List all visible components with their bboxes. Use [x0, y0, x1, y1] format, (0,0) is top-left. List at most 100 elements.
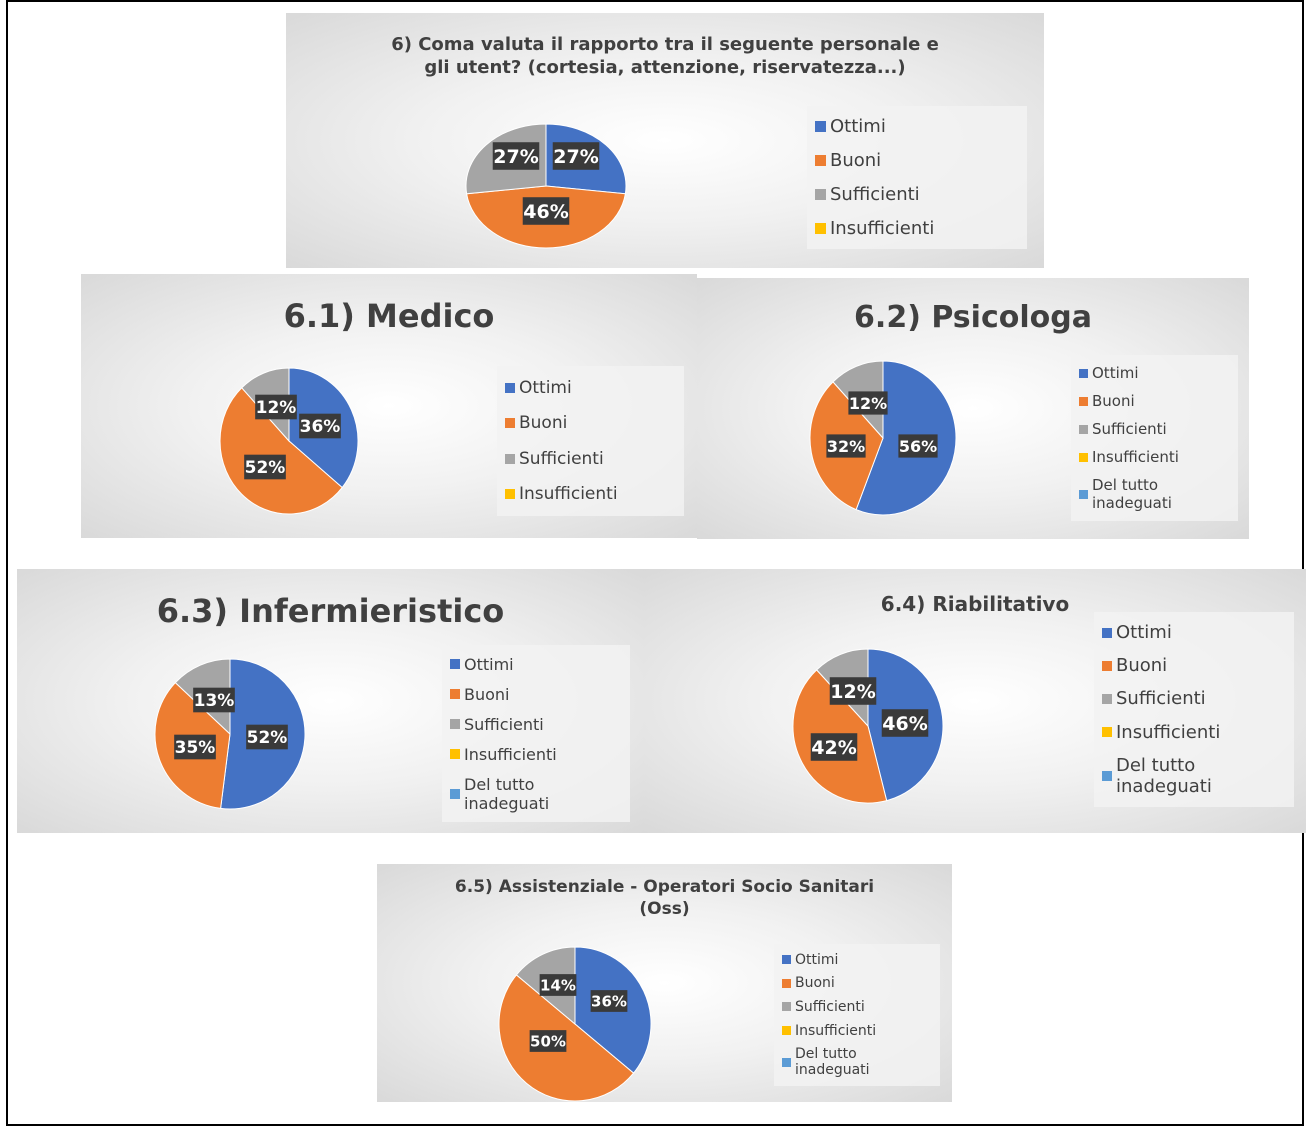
data-label-text: 27%: [553, 146, 598, 168]
chart-panel-2: 6.1) Medico 36% 52% 12% Ottimi Buoni Sufficien…: [81, 274, 697, 538]
chart-panel-4: 6.3) Infermieristico 52% 35% 13% Ottimi Buoni…: [17, 569, 644, 833]
data-label-text: 52%: [245, 458, 286, 478]
legend-label: Sufficienti: [1116, 688, 1206, 710]
chart-panel-1: 6) Coma valuta il rapporto tra il seguen…: [286, 13, 1044, 268]
legend-swatch: [815, 121, 826, 133]
legend-label: Ottimi: [1116, 622, 1172, 644]
data-label-text: 50%: [530, 1032, 566, 1050]
legend-label: Ottimi: [464, 654, 514, 674]
legend-item-buoni: Buoni: [782, 975, 932, 991]
legend-swatch: [1079, 368, 1088, 378]
data-label-box: [193, 687, 235, 713]
chart-legend: Ottimi Buoni Sufficienti Insufficienti Del t…: [1071, 355, 1238, 521]
legend-label: Ottimi: [795, 951, 839, 968]
data-label-box: [246, 724, 288, 750]
legend-item-buoni: Buoni: [1102, 655, 1286, 676]
chart-title: 6) Coma valuta il rapporto tra il seguen…: [391, 34, 939, 79]
legend-swatch: [1102, 693, 1112, 704]
data-label-box: [898, 434, 938, 458]
data-label-sufficienti: 14%: [539, 974, 577, 996]
data-label-ottimi: 52%: [246, 724, 288, 750]
data-label-box: [244, 454, 286, 480]
legend-item-sufficienti: Sufficienti: [782, 999, 932, 1015]
chart-legend: Ottimi Buoni Sufficienti Insufficienti Del t…: [1094, 612, 1294, 807]
data-label-buoni: 42%: [810, 733, 858, 761]
legend-label: Sufficienti: [1092, 420, 1167, 438]
data-label-ottimi: 56%: [898, 434, 938, 458]
legend-label: Sufficienti: [795, 998, 865, 1015]
legend-swatch: [815, 155, 826, 167]
legend-swatch: [505, 418, 515, 429]
pie-chart: 36% 52% 12%: [219, 367, 359, 515]
legend-swatch: [450, 719, 460, 729]
chart-panel-3: 6.2) Psicologa 56% 32% 12% Ottimi Buoni Suffic…: [697, 278, 1249, 539]
data-label-box: [590, 990, 628, 1012]
legend-label: Del tutto inadeguati: [1116, 754, 1212, 797]
legend-label: Buoni: [1116, 655, 1168, 677]
legend-item-sufficienti: Sufficienti: [815, 184, 1019, 205]
data-label-ottimi: 36%: [590, 990, 628, 1012]
data-label-ottimi: 27%: [552, 142, 600, 170]
legend-swatch: [450, 659, 460, 669]
legend-label: Ottimi: [1092, 364, 1139, 382]
legend-item-buoni: Buoni: [815, 150, 1019, 171]
legend-swatch: [782, 1026, 791, 1036]
data-label-text: 46%: [882, 713, 927, 735]
data-label-sufficienti: 27%: [492, 142, 540, 170]
legend-swatch: [1102, 660, 1112, 671]
data-label-sufficienti: 13%: [193, 687, 235, 713]
data-label-text: 13%: [194, 691, 235, 711]
legend-swatch: [505, 382, 515, 393]
legend-swatch: [505, 489, 515, 500]
data-label-text: 52%: [247, 728, 288, 748]
pie-chart: 56% 32% 12%: [809, 360, 957, 516]
chart-legend: Ottimi Buoni Sufficienti Insufficienti Del t…: [442, 645, 630, 822]
legend-swatch: [782, 1057, 791, 1067]
legend-label: Buoni: [519, 413, 568, 434]
data-label-box: [829, 677, 877, 705]
data-label-text: 35%: [175, 738, 216, 758]
data-label-box: [174, 734, 216, 760]
chart-title: 6.1) Medico: [283, 297, 495, 335]
legend-item-del-tutto-inadeguati: Del tutto inadeguati: [1079, 476, 1230, 512]
legend-item-insufficienti: Insufficienti: [815, 218, 1019, 239]
chart-legend: Ottimi Buoni Sufficienti Insufficienti: [497, 366, 684, 516]
legend-label: Buoni: [795, 975, 835, 992]
pie-chart: 36% 50% 14%: [498, 946, 652, 1102]
data-label-box: [539, 974, 577, 996]
data-label-buoni: 46%: [522, 197, 570, 225]
data-label-text: 42%: [811, 737, 856, 759]
legend-item-ottimi: Ottimi: [815, 116, 1019, 137]
data-label-buoni: 32%: [826, 434, 866, 458]
page-frame: [6, 0, 1304, 1126]
data-label-box: [881, 709, 929, 737]
data-label-text: 12%: [256, 398, 297, 418]
chart-title: 6.5) Assistenziale - Operatori Socio San…: [454, 877, 875, 920]
legend-swatch: [450, 749, 460, 759]
data-label-box: [492, 142, 540, 170]
legend-label: Del tutto inadeguati: [1092, 476, 1172, 512]
legend-label: Sufficienti: [830, 183, 920, 205]
data-label-ottimi: 36%: [299, 413, 341, 439]
data-label-box: [522, 197, 570, 225]
data-label-text: 12%: [830, 681, 875, 703]
legend-item-insufficienti: Insufficienti: [505, 484, 676, 504]
legend-item-ottimi: Ottimi: [1102, 622, 1286, 643]
legend-item-sufficienti: Sufficienti: [1102, 688, 1286, 709]
legend-swatch: [815, 222, 826, 234]
legend-item-del-tutto-inadeguati: Del tutto inadeguati: [782, 1046, 932, 1078]
data-label-box: [848, 391, 888, 415]
chart-legend: Ottimi Buoni Sufficienti Insufficienti Del t…: [774, 944, 940, 1086]
data-label-text: 56%: [899, 437, 937, 456]
chart-title: 6.4) Riabilitativo: [880, 592, 1070, 616]
legend-swatch: [1079, 396, 1088, 406]
legend-item-insufficienti: Insufficienti: [450, 745, 622, 764]
legend-item-buoni: Buoni: [505, 413, 676, 433]
legend-swatch: [1079, 424, 1088, 434]
legend-item-buoni: Buoni: [1079, 392, 1230, 410]
legend-label: Insufficienti: [1092, 448, 1179, 466]
data-label-box: [552, 142, 600, 170]
pie-chart: 52% 35% 13%: [154, 658, 306, 810]
legend-swatch: [1079, 489, 1088, 499]
chart-legend: Ottimi Buoni Sufficienti Insufficienti: [807, 106, 1027, 249]
